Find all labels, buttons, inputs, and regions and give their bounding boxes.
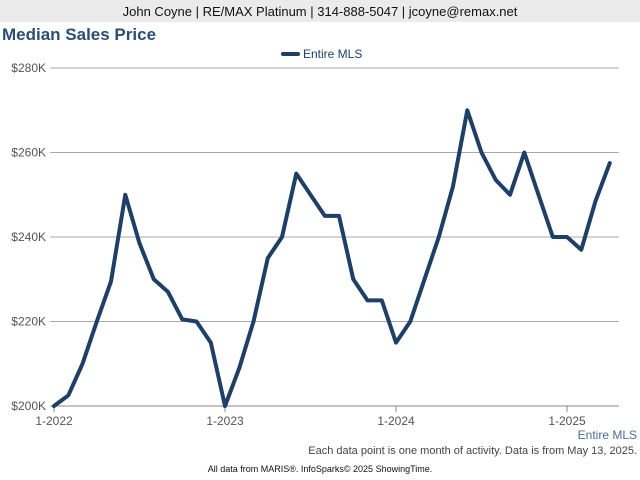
data-point	[294, 172, 298, 176]
data-point	[579, 248, 583, 252]
legend: Entire MLS	[281, 47, 362, 61]
data-point	[565, 235, 569, 239]
data-point	[266, 256, 270, 260]
data-point	[608, 161, 612, 165]
y-tick-label: $280K	[11, 61, 46, 75]
data-point	[237, 366, 241, 370]
header-bar: John Coyne | RE/MAX Platinum | 314-888-5…	[0, 0, 640, 22]
data-point	[536, 193, 541, 197]
data-point	[451, 184, 455, 188]
data-point	[280, 235, 284, 239]
x-tick-label: 1-2024	[377, 414, 415, 428]
series-layer	[52, 108, 612, 408]
series-line	[52, 108, 612, 408]
data-point	[394, 341, 398, 345]
data-footnote: Each data point is one month of activity…	[308, 445, 637, 457]
x-tick-label: 1-2025	[548, 414, 586, 428]
data-point	[465, 108, 469, 112]
data-credit: All data from MARIS®. InfoSparks© 2025 S…	[207, 464, 433, 474]
y-tick-label: $220K	[11, 315, 46, 329]
data-point	[80, 362, 85, 366]
data-point	[380, 298, 384, 302]
data-point	[251, 319, 256, 324]
data-point	[365, 298, 370, 302]
x-tick-label: 1-2023	[206, 414, 244, 428]
data-point	[66, 393, 70, 398]
data-point	[323, 214, 327, 218]
data-point	[494, 178, 498, 182]
data-point	[52, 404, 56, 408]
contact-line: John Coyne | RE/MAX Platinum | 314-888-5…	[122, 3, 518, 19]
data-point	[137, 241, 142, 245]
data-point	[95, 319, 99, 324]
data-point	[166, 290, 170, 294]
data-point	[593, 199, 598, 203]
data-point	[152, 277, 156, 281]
y-tick-label: $200K	[11, 399, 46, 413]
data-point	[351, 277, 355, 281]
y-tick-label: $240K	[11, 230, 46, 244]
data-point	[337, 214, 341, 218]
y-tick-label: $260K	[11, 146, 46, 160]
data-point	[194, 319, 199, 324]
grid-layer	[50, 67, 619, 407]
data-point	[422, 277, 427, 281]
x-tick-label: 1-2022	[35, 414, 73, 428]
data-point	[437, 235, 441, 239]
legend-label: Entire MLS	[303, 47, 362, 61]
data-point	[551, 235, 555, 239]
data-point	[308, 193, 313, 197]
data-point	[522, 150, 526, 155]
data-point	[223, 404, 227, 408]
data-point	[209, 341, 213, 345]
data-point	[408, 319, 412, 324]
data-point	[479, 150, 484, 155]
axis-layer: $200K $220K $240K $260K $280K 1-2022 1-2023 1-2…	[11, 61, 619, 428]
data-point	[508, 193, 512, 197]
x-axis-label: Entire MLS	[577, 428, 637, 442]
data-point	[109, 279, 113, 283]
data-point	[180, 317, 184, 321]
chart-title: Median Sales Price	[2, 25, 157, 44]
data-point	[123, 193, 127, 197]
